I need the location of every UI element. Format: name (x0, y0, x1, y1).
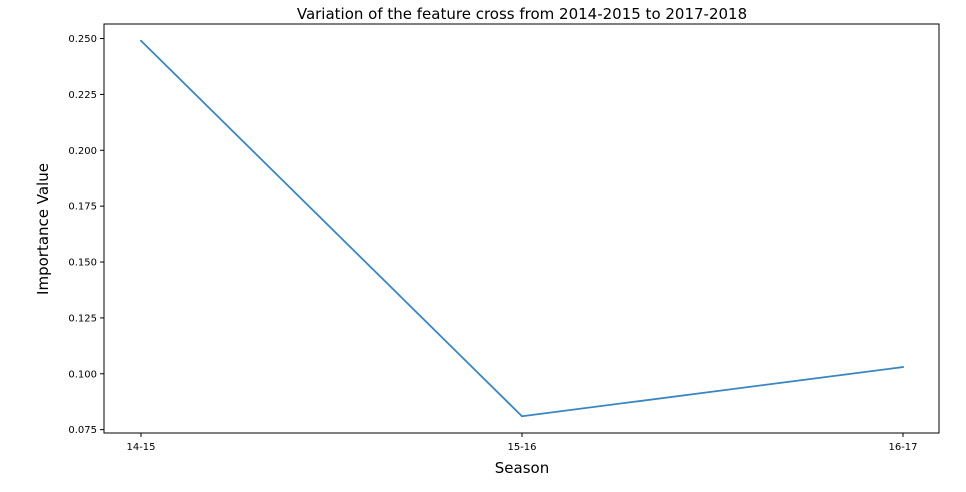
data-point (140, 39, 142, 42)
data-point (902, 366, 904, 368)
plot-area (103, 23, 940, 434)
y-tick-label: 0.225 (68, 90, 97, 101)
y-tick-label: 0.150 (68, 258, 97, 269)
data-point (521, 415, 523, 418)
x-axis: 14-15 15-16 16-17 (126, 433, 918, 453)
x-tick-label: 16-17 (888, 442, 917, 453)
y-tick-label: 0.125 (68, 313, 97, 324)
chart-title: Variation of the feature cross from 2014… (297, 5, 747, 23)
y-axis-title: Importance Value (34, 163, 52, 295)
x-tick-label: 15-16 (507, 442, 536, 453)
series-line (140, 39, 904, 418)
y-tick-label: 0.250 (68, 34, 97, 45)
x-tick-label: 14-15 (126, 442, 155, 453)
y-axis: 0.075 0.100 0.125 0.150 0.175 0.200 0.225 0.250 (68, 34, 104, 436)
y-tick-label: 0.175 (68, 202, 97, 213)
y-tick-label: 0.200 (68, 146, 97, 157)
x-axis-title: Season (495, 459, 549, 477)
y-tick-label: 0.075 (68, 425, 97, 436)
series-layer (140, 39, 904, 418)
y-tick-label: 0.100 (68, 369, 97, 380)
